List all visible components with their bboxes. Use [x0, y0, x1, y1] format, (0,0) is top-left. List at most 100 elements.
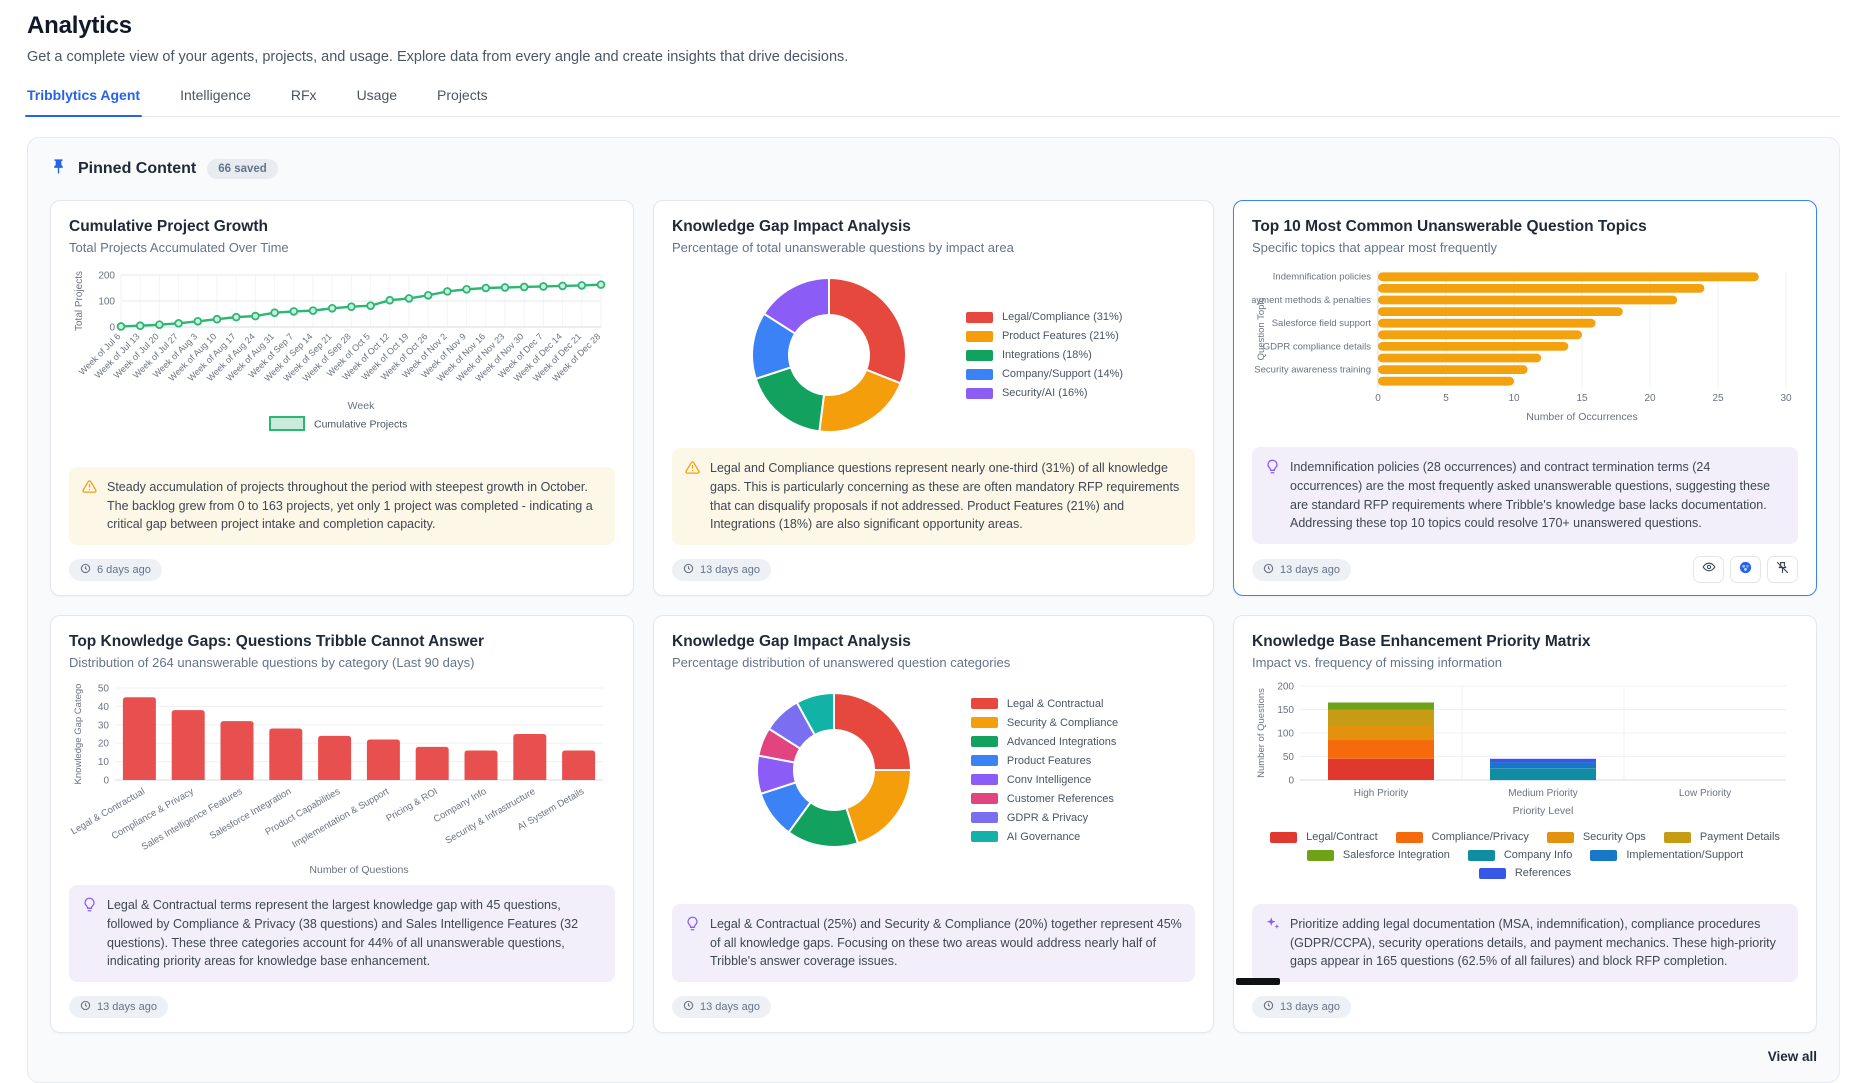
annotation-text: Prioritize adding legal documentation (M…	[1290, 916, 1776, 969]
warning-triangle-icon	[82, 479, 97, 534]
svg-text:High Priority: High Priority	[1354, 788, 1408, 799]
card-subtitle: Total Projects Accumulated Over Time	[69, 240, 289, 255]
pinned-content-section: Pinned Content 66 saved Cumulative Proje…	[27, 137, 1840, 1083]
sparkles-icon	[1265, 916, 1280, 971]
card-title: Top 10 Most Common Unanswerable Question…	[1252, 218, 1647, 235]
clock-icon	[1263, 563, 1274, 577]
saved-count-badge: 66 saved	[207, 159, 278, 179]
svg-text:100: 100	[1277, 729, 1294, 740]
timestamp-badge: 13 days ago	[672, 559, 771, 581]
card-title: Cumulative Project Growth	[69, 218, 268, 235]
legend-item: Security & Compliance	[970, 717, 1118, 729]
stacked-bar-chart: 0 50 100 150 200 High Priority Medium Priority…	[1252, 680, 1798, 881]
svg-text:20: 20	[98, 739, 110, 750]
legend-item: Customer References	[970, 793, 1118, 805]
donut-chart: Legal & Contractual Security & Compliance…	[672, 680, 1195, 863]
card-top-unanswerable-topics[interactable]: Top 10 Most Common Unanswerable Question…	[1233, 200, 1817, 596]
palette-button[interactable]	[1730, 556, 1761, 583]
svg-text:200: 200	[1277, 682, 1294, 693]
clock-icon	[683, 563, 694, 577]
svg-text:Week: Week	[348, 400, 375, 412]
timestamp-badge: 13 days ago	[1252, 996, 1351, 1018]
legend-item: Legal & Contractual	[970, 698, 1118, 710]
lightbulb-icon	[1265, 459, 1280, 533]
insight-annotation: Legal and Compliance questions represent…	[672, 448, 1195, 545]
clock-icon	[683, 1000, 694, 1014]
legend-item: Product Features	[970, 755, 1118, 767]
svg-text:Cumulative Projects: Cumulative Projects	[314, 419, 407, 431]
insight-annotation: Prioritize adding legal documentation (M…	[1252, 903, 1798, 982]
svg-text:50: 50	[98, 684, 110, 695]
card-title: Top Knowledge Gaps: Questions Tribble Ca…	[69, 633, 485, 650]
legend-item: Compliance/Privacy	[1395, 831, 1529, 843]
horizontal-scrollbar-thumb[interactable]	[1236, 978, 1280, 985]
svg-text:Indemnification policies: Indemnification policies	[1273, 272, 1371, 283]
view-all-link[interactable]: View all	[1767, 1049, 1817, 1064]
svg-text:Pricing & ROI: Pricing & ROI	[384, 786, 439, 824]
warning-triangle-icon	[685, 460, 700, 534]
eye-button[interactable]	[1693, 556, 1724, 583]
card-top-knowledge-gaps[interactable]: Top Knowledge Gaps: Questions Tribble Ca…	[50, 615, 634, 1033]
svg-text:Salesforce field support: Salesforce field support	[1272, 318, 1372, 329]
card-subtitle: Specific topics that appear most frequen…	[1252, 240, 1497, 255]
annotation-text: Legal and Compliance questions represent…	[710, 461, 1180, 532]
svg-text:Payment methods & penalties: Payment methods & penalties	[1252, 295, 1371, 306]
annotation-text: Indemnification policies (28 occurrences…	[1290, 460, 1771, 531]
svg-text:Number of Questions: Number of Questions	[309, 864, 408, 876]
svg-text:10: 10	[98, 757, 110, 768]
svg-text:Total Projects: Total Projects	[74, 271, 85, 331]
svg-text:5: 5	[1443, 393, 1449, 404]
legend-item: Company Info	[1467, 849, 1572, 861]
svg-text:25: 25	[1712, 393, 1724, 404]
tab-projects[interactable]: Projects	[437, 87, 488, 103]
svg-text:Number of Occurrences: Number of Occurrences	[1526, 411, 1637, 423]
lightbulb-icon	[82, 897, 97, 971]
unpin-button[interactable]	[1767, 556, 1798, 583]
svg-text:Compliance & Privacy: Compliance & Privacy	[110, 786, 196, 842]
clock-icon	[1263, 1000, 1274, 1014]
card-actions	[1693, 556, 1798, 583]
svg-text:0: 0	[1375, 393, 1381, 404]
legend-item: Advanced Integrations	[970, 736, 1118, 748]
card-subtitle: Impact vs. frequency of missing informat…	[1252, 655, 1502, 670]
timestamp-badge: 6 days ago	[69, 559, 162, 581]
svg-text:15: 15	[1576, 393, 1588, 404]
card-knowledge-gap-impact-1[interactable]: Knowledge Gap Impact Analysis Percentage…	[653, 200, 1214, 596]
donut-chart: Legal/Compliance (31%) Product Features (…	[672, 265, 1195, 448]
timestamp-badge: 13 days ago	[672, 996, 771, 1018]
legend-item: AI Governance	[970, 831, 1118, 843]
timestamp-badge: 13 days ago	[69, 996, 168, 1018]
svg-text:100: 100	[98, 297, 115, 308]
card-subtitle: Distribution of 264 unanswerable questio…	[69, 655, 475, 670]
card-priority-matrix[interactable]: Knowledge Base Enhancement Priority Matr…	[1233, 615, 1817, 1033]
legend-item: Company/Support (14%)	[965, 368, 1123, 380]
tab-usage[interactable]: Usage	[356, 87, 398, 103]
card-knowledge-gap-impact-2[interactable]: Knowledge Gap Impact Analysis Percentage…	[653, 615, 1214, 1033]
horizontal-bar-chart: 0 5 10 15 20 25 30 Indemnification policies Paym…	[1245, 265, 1798, 432]
annotation-text: Legal & Contractual (25%) and Security &…	[710, 916, 1182, 969]
svg-text:20: 20	[1644, 393, 1656, 404]
svg-text:40: 40	[98, 702, 110, 713]
svg-text:30: 30	[98, 720, 110, 731]
clock-icon	[80, 1000, 91, 1014]
svg-text:Number of Questions: Number of Questions	[1256, 688, 1267, 778]
pin-icon	[50, 158, 67, 180]
svg-text:50: 50	[1283, 752, 1295, 763]
tab-intelligence[interactable]: Intelligence	[180, 87, 251, 103]
bar-chart: 0 10 20 30 40 50 Legal & Contractual Compliance…	[69, 680, 615, 885]
svg-text:Salesforce Integration: Salesforce Integration	[208, 786, 294, 842]
card-subtitle: Percentage distribution of unanswered qu…	[672, 655, 1011, 670]
card-subtitle: Percentage of total unanswerable questio…	[672, 240, 1014, 255]
legend-item: Integrations (18%)	[965, 349, 1123, 361]
insight-annotation: Steady accumulation of projects througho…	[69, 466, 615, 545]
svg-text:Low Priority: Low Priority	[1679, 788, 1731, 799]
tab-rfx[interactable]: RFx	[290, 87, 317, 103]
card-cumulative-project-growth[interactable]: Cumulative Project Growth Total Projects…	[50, 200, 634, 596]
tab-tribblytics-agent[interactable]: Tribblytics Agent	[24, 87, 143, 117]
annotation-text: Legal & Contractual terms represent the …	[107, 898, 579, 969]
eye-icon	[1701, 560, 1717, 579]
svg-text:GDPR compliance details: GDPR compliance details	[1263, 341, 1371, 352]
lightbulb-icon	[685, 916, 700, 971]
insight-annotation: Legal & Contractual terms represent the …	[69, 885, 615, 982]
card-title: Knowledge Base Enhancement Priority Matr…	[1252, 633, 1591, 650]
